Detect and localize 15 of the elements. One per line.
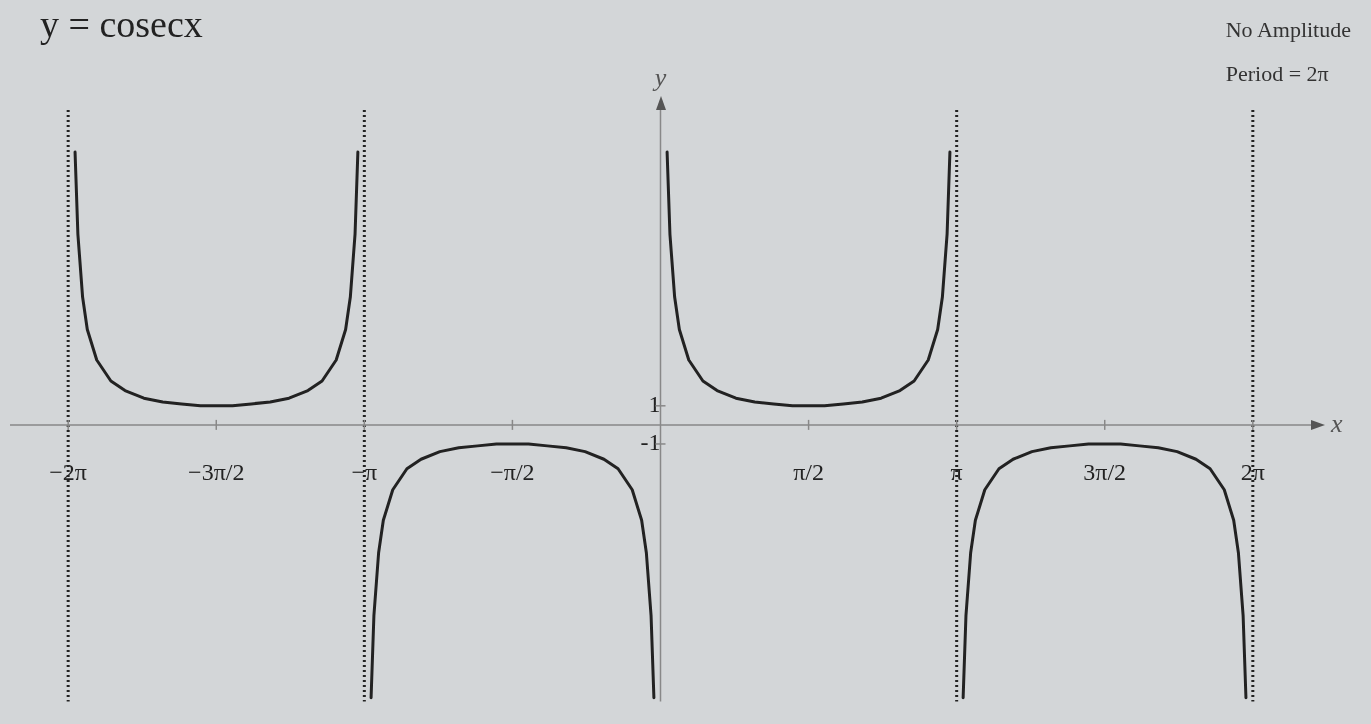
y-tick-label: 1 (648, 391, 661, 418)
x-axis-title: x (1330, 408, 1343, 438)
chart-title: y = cosecx (40, 2, 203, 46)
y-tick-label: -1 (640, 429, 661, 456)
x-tick-label: 3π/2 (1083, 458, 1127, 485)
x-tick-label: π (950, 458, 963, 485)
y-axis-title: y (651, 62, 667, 92)
x-tick-label: −π (351, 458, 378, 485)
x-tick-label: −3π/2 (188, 458, 245, 485)
x-tick-label: 2π (1240, 458, 1265, 485)
x-tick-label: π/2 (793, 458, 824, 485)
x-tick-label: −π/2 (490, 458, 535, 485)
text: No Amplitude (1225, 16, 1351, 44)
text: Period = 2π (1225, 60, 1330, 88)
x-tick-label: −2π (49, 458, 87, 485)
